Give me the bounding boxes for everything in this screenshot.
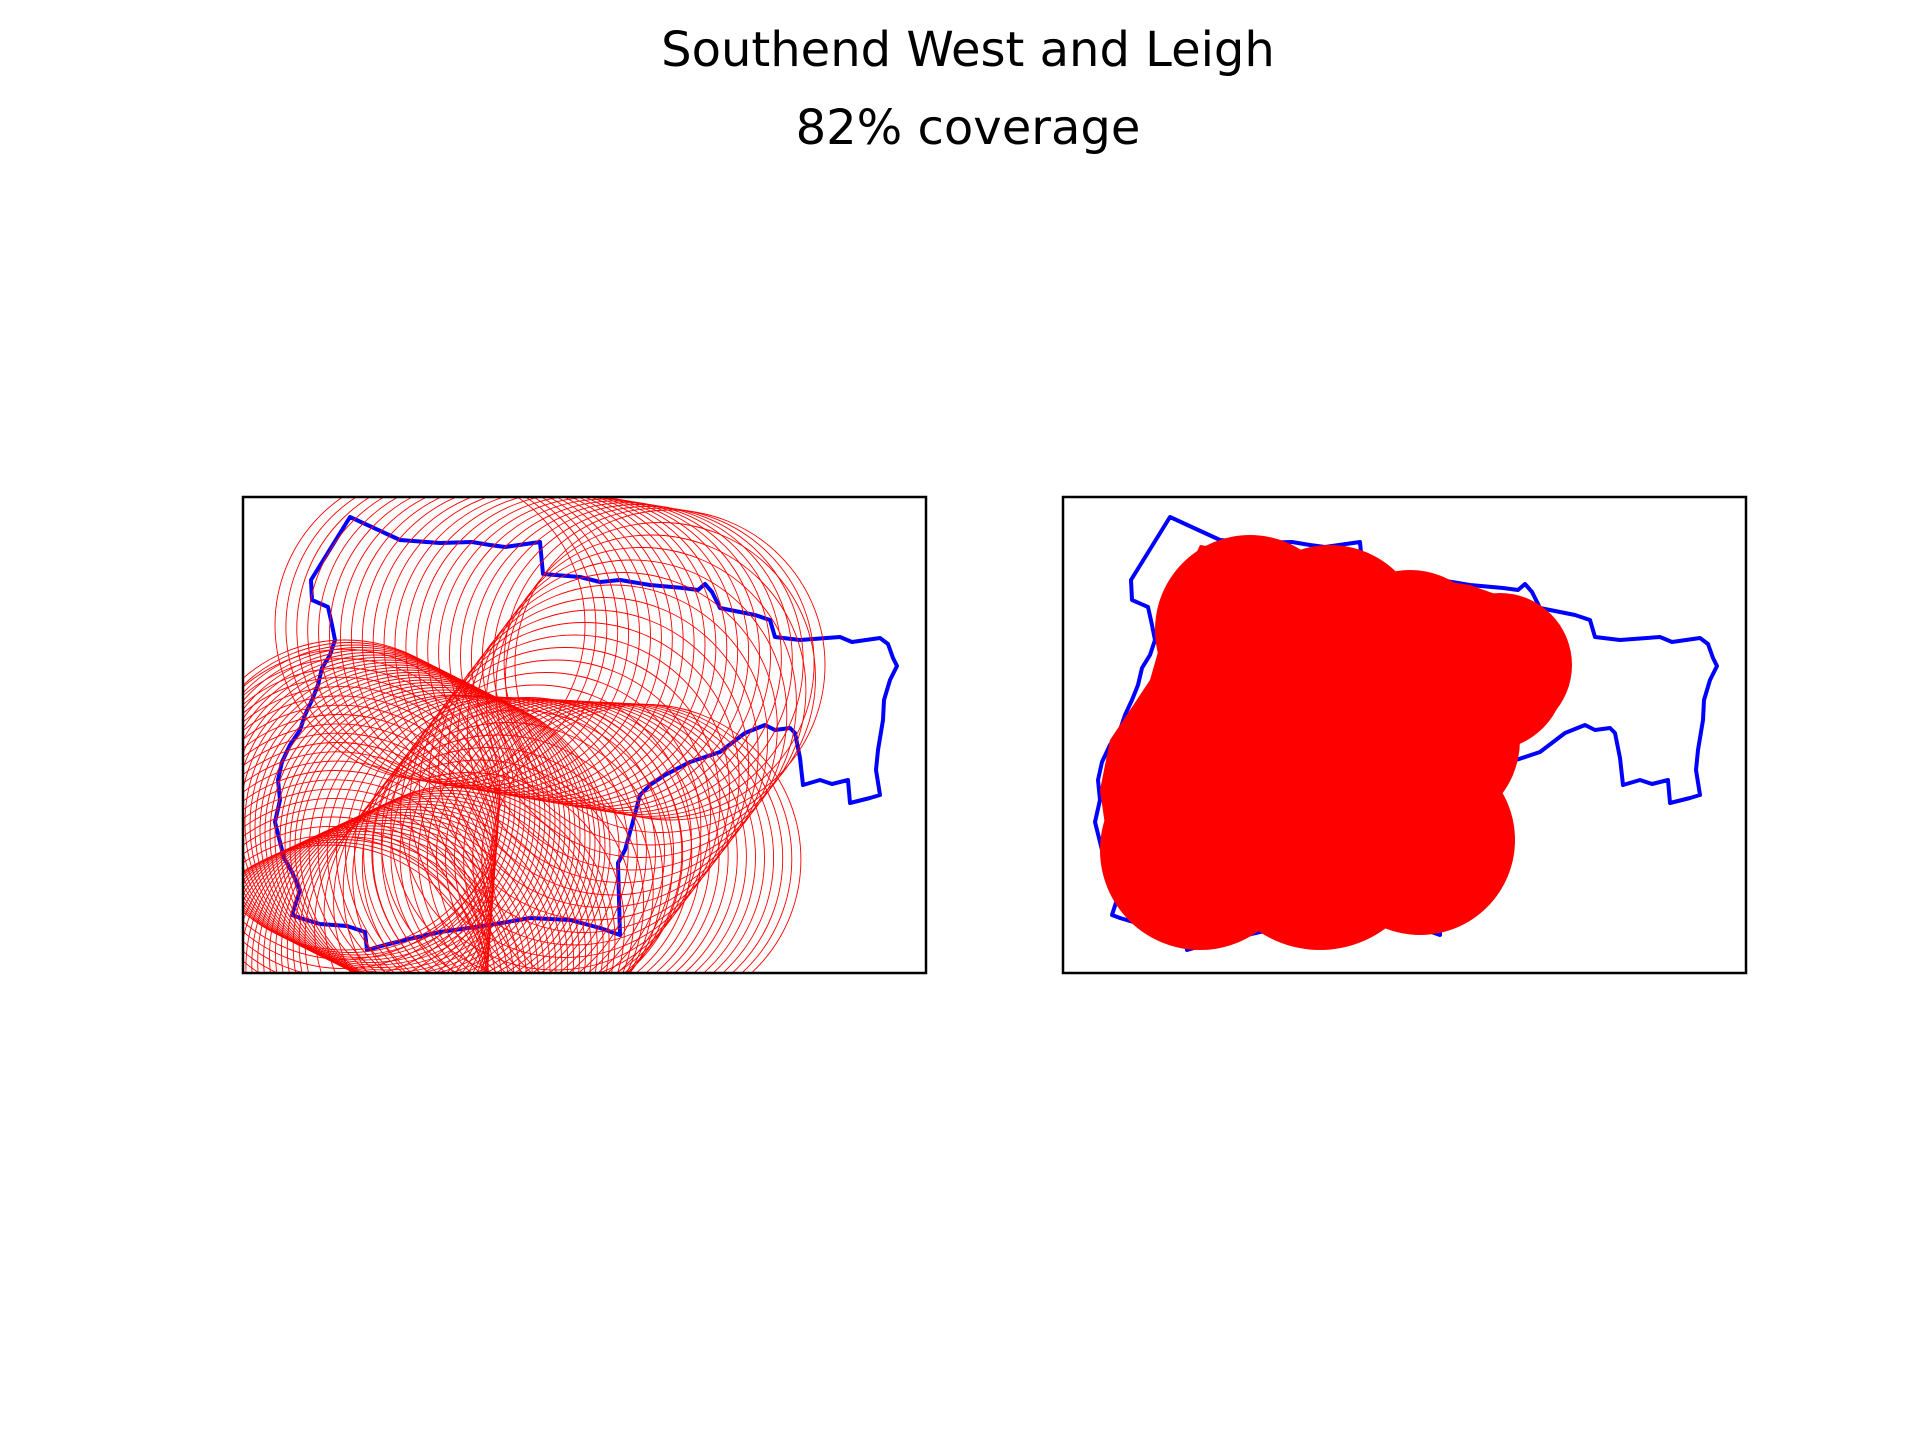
coverage-circle — [243, 830, 515, 973]
coverage-circle — [372, 698, 684, 973]
coverage-circle — [243, 644, 511, 956]
left-panel — [241, 495, 928, 975]
coverage-circle — [399, 699, 711, 973]
coverage-circle — [372, 497, 684, 797]
coverage-circle — [371, 697, 683, 973]
coverage-circle — [299, 694, 611, 973]
right-panel — [1061, 495, 1748, 975]
coverage-circle — [417, 700, 729, 973]
coverage-circle — [490, 704, 802, 973]
coverage-circle — [445, 701, 756, 973]
coverage-circle — [243, 841, 490, 973]
coverage-circle — [284, 687, 596, 973]
coverage-circle — [243, 647, 516, 958]
coverage-circle — [243, 642, 506, 953]
figure-subtitle: 82% coverage — [796, 100, 1141, 156]
left-coverage-circles — [243, 497, 826, 973]
coverage-circle — [318, 497, 630, 788]
coverage-circle — [243, 835, 486, 973]
coverage-circle — [274, 682, 586, 973]
coverage-circle — [304, 784, 616, 973]
coverage-circle — [416, 497, 728, 805]
coverage-circle — [243, 839, 496, 973]
coverage-circle — [427, 497, 739, 806]
coverage-circle — [329, 497, 640, 790]
coverage-circle — [481, 504, 793, 815]
coverage-circle — [335, 696, 647, 973]
coverage-blob — [1100, 545, 1565, 930]
coverage-circle — [269, 800, 580, 973]
coverage-circle — [243, 825, 487, 973]
coverage-circle — [274, 497, 586, 781]
coverage-circle — [243, 825, 527, 973]
coverage-circle — [249, 669, 561, 973]
coverage-circle — [243, 654, 531, 966]
coverage-circle — [361, 497, 673, 795]
coverage-circle — [503, 507, 815, 819]
coverage-circle — [244, 667, 556, 973]
coverage-circle — [259, 674, 571, 973]
coverage-circle — [381, 698, 693, 973]
coverage-circle — [363, 697, 675, 973]
coverage-circle — [275, 798, 586, 973]
coverage-circle — [340, 497, 651, 792]
coverage-circle — [463, 702, 775, 973]
coverage-circle — [289, 689, 601, 973]
coverage-circle — [308, 695, 620, 973]
coverage-circle — [354, 697, 665, 973]
coverage-circle — [345, 696, 656, 973]
coverage-circle — [435, 701, 747, 973]
coverage-circle — [394, 497, 706, 801]
coverage-circle — [254, 672, 566, 973]
coverage-circle — [470, 502, 782, 814]
coverage-circle — [296, 497, 608, 785]
coverage-circle — [317, 695, 629, 973]
coverage-circle — [314, 772, 625, 973]
coverage-circle — [292, 790, 604, 973]
coverage-circle — [243, 822, 533, 973]
coverage-circle — [243, 664, 551, 973]
coverage-circle — [279, 684, 591, 973]
coverage-circle — [408, 700, 720, 973]
coverage-circle — [269, 679, 581, 973]
coverage-circle — [390, 699, 702, 973]
right-panel-frame — [1061, 495, 1748, 975]
coverage-circle — [243, 814, 551, 973]
coverage-circle — [472, 703, 784, 973]
right-coverage-area — [1100, 535, 1572, 950]
coverage-circle — [243, 652, 526, 963]
left-panel-frame — [241, 495, 928, 975]
coverage-circle — [264, 677, 576, 973]
coverage-circle — [326, 695, 638, 973]
coverage-circle — [243, 833, 509, 973]
coverage-circle — [481, 703, 793, 973]
coverage-circle — [294, 692, 606, 973]
coverage-circle — [454, 702, 765, 973]
figure-title: Southend West and Leigh — [661, 22, 1275, 78]
coverage-circle — [243, 649, 521, 961]
coverage-circle — [243, 844, 484, 973]
coverage-circle — [243, 659, 541, 971]
coverage-circle — [426, 700, 738, 973]
coverage-circle — [243, 820, 539, 973]
coverage-circle — [342, 734, 654, 973]
coverage-circle — [460, 500, 771, 812]
